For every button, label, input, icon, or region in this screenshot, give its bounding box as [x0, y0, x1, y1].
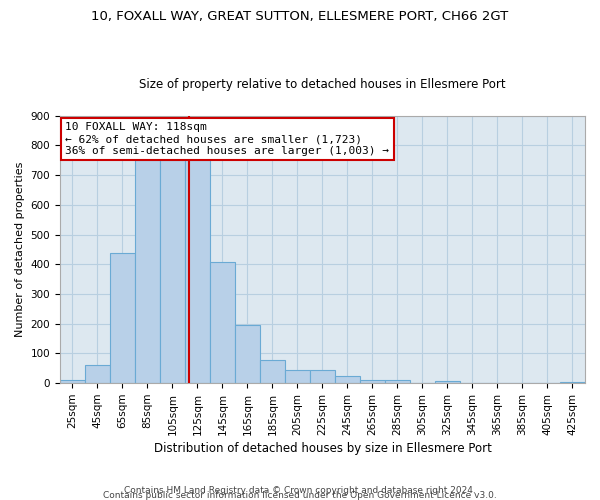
- X-axis label: Distribution of detached houses by size in Ellesmere Port: Distribution of detached houses by size …: [154, 442, 491, 455]
- Bar: [560, 382, 585, 383]
- Bar: [285, 370, 310, 383]
- Bar: [435, 381, 460, 383]
- Bar: [360, 380, 385, 383]
- Bar: [85, 365, 110, 383]
- Y-axis label: Number of detached properties: Number of detached properties: [15, 162, 25, 337]
- Bar: [235, 324, 260, 383]
- Text: 10 FOXALL WAY: 118sqm
← 62% of detached houses are smaller (1,723)
36% of semi-d: 10 FOXALL WAY: 118sqm ← 62% of detached …: [65, 122, 389, 156]
- Bar: [185, 160, 210, 383]
- Bar: [210, 262, 235, 383]
- Bar: [135, 160, 160, 383]
- Bar: [385, 380, 410, 383]
- Bar: [310, 370, 335, 383]
- Text: Contains HM Land Registry data © Crown copyright and database right 2024.: Contains HM Land Registry data © Crown c…: [124, 486, 476, 495]
- Bar: [160, 160, 185, 383]
- Bar: [260, 360, 285, 383]
- Text: Contains public sector information licensed under the Open Government Licence v3: Contains public sector information licen…: [103, 490, 497, 500]
- Bar: [335, 376, 360, 383]
- Title: Size of property relative to detached houses in Ellesmere Port: Size of property relative to detached ho…: [139, 78, 506, 91]
- Bar: [110, 254, 135, 383]
- Text: 10, FOXALL WAY, GREAT SUTTON, ELLESMERE PORT, CH66 2GT: 10, FOXALL WAY, GREAT SUTTON, ELLESMERE …: [91, 10, 509, 23]
- Bar: [60, 380, 85, 383]
